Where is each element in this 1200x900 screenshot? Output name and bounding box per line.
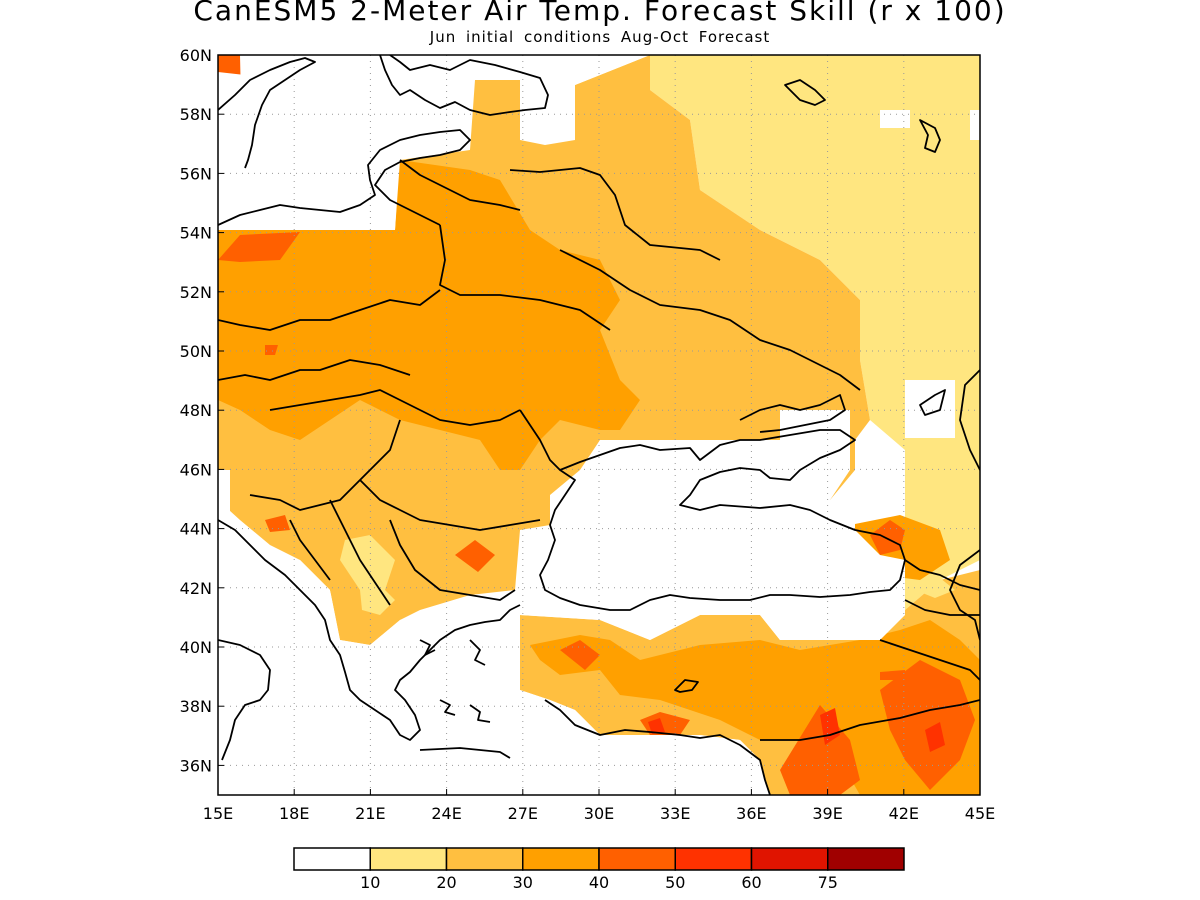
lon-tick-label: 36E xyxy=(736,804,766,823)
lon-tick-label: 33E xyxy=(660,804,690,823)
longitude-labels: 15E 18E 21E 24E 27E 30E 33E 36E 39E 42E 45E xyxy=(203,789,995,823)
lon-tick-label: 27E xyxy=(508,804,538,823)
legend-label: 20 xyxy=(436,873,456,892)
legend-label: 30 xyxy=(513,873,533,892)
legend-swatch xyxy=(750,847,829,871)
lat-tick-label: 42N xyxy=(180,579,212,598)
legend-swatch xyxy=(598,847,676,871)
legend-swatch xyxy=(522,847,600,871)
chart-title: CanESM5 2-Meter Air Temp. Forecast Skill… xyxy=(193,0,1007,27)
lat-tick-label: 46N xyxy=(180,460,212,479)
skill-fill-layer xyxy=(218,55,980,795)
lat-tick-label: 36N xyxy=(180,756,212,775)
lat-tick-label: 52N xyxy=(180,283,212,302)
lon-tick-label: 45E xyxy=(965,804,995,823)
lon-tick-label: 39E xyxy=(812,804,842,823)
legend-swatch xyxy=(293,847,371,871)
lon-tick-label: 42E xyxy=(889,804,919,823)
lat-lon-grid xyxy=(218,55,980,795)
coastlines-borders xyxy=(218,55,980,795)
lat-tick-label: 38N xyxy=(180,697,212,716)
lon-tick-label: 15E xyxy=(203,804,233,823)
lat-tick-label: 40N xyxy=(180,638,212,657)
legend-swatch xyxy=(827,847,905,871)
lat-tick-label: 54N xyxy=(180,224,212,243)
legend-swatch xyxy=(369,847,448,871)
lon-tick-label: 18E xyxy=(279,804,309,823)
lon-tick-label: 24E xyxy=(431,804,461,823)
legend-label: 40 xyxy=(589,873,609,892)
legend-label: 50 xyxy=(665,873,685,892)
lon-tick-label: 30E xyxy=(584,804,614,823)
lat-tick-label: 50N xyxy=(180,342,212,361)
legend-label: 10 xyxy=(360,873,380,892)
lat-tick-label: 44N xyxy=(180,520,212,539)
legend-label: 60 xyxy=(741,873,761,892)
color-legend: 10 20 30 40 50 60 75 xyxy=(293,847,905,892)
lat-tick-label: 48N xyxy=(180,401,212,420)
lat-tick-label: 60N xyxy=(180,46,212,65)
lon-tick-label: 21E xyxy=(355,804,385,823)
legend-label: 75 xyxy=(818,873,838,892)
lat-tick-label: 58N xyxy=(180,105,212,124)
legend-swatch xyxy=(674,847,753,871)
chart-subtitle: Jun initial conditions Aug-Oct Forecast xyxy=(429,28,771,46)
lat-tick-label: 56N xyxy=(180,164,212,183)
legend-swatch xyxy=(445,847,524,871)
latitude-labels: 36N 38N 40N 42N 44N 46N 48N 50N 52N 54N 56N 58N 60N xyxy=(180,46,224,775)
